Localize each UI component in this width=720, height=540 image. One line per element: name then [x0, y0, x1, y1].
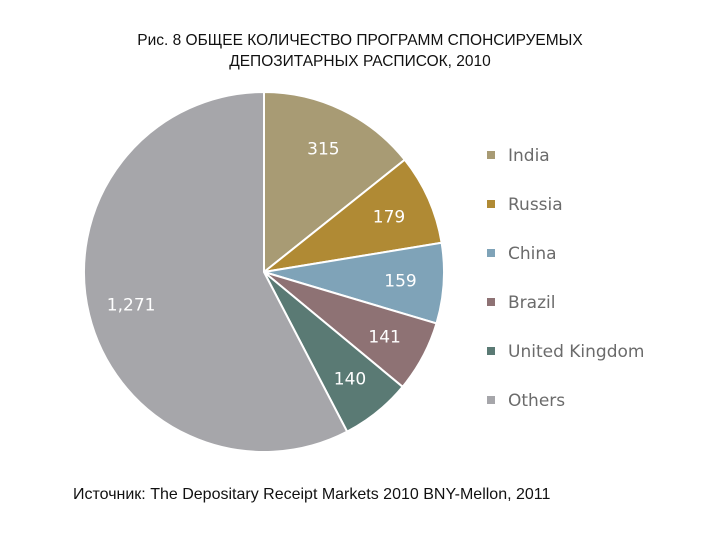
slice-value-label: 159	[384, 272, 416, 292]
legend-label: Brazil	[508, 293, 555, 313]
pie-slices	[83, 90, 445, 453]
slice-value-label: 315	[307, 140, 339, 160]
legend-swatch	[487, 151, 495, 159]
legend-swatch	[487, 200, 495, 208]
chart-title: Рис. 8 ОБЩЕЕ КОЛИЧЕСТВО ПРОГРАММ СПОНСИР…	[0, 30, 720, 72]
slice-value-label: 141	[368, 327, 400, 347]
pie-slice-labels: 315 179 159 141 140 1,271	[107, 140, 417, 390]
legend-label: United Kingdom	[508, 342, 644, 362]
pie-slice-russia	[260, 158, 443, 274]
slice-value-label: 1,271	[107, 296, 156, 316]
pie-slice-india	[263, 90, 407, 275]
chart-title-line-1: Рис. 8 ОБЩЕЕ КОЛИЧЕСТВО ПРОГРАММ СПОНСИР…	[137, 32, 583, 49]
pie-slice-others	[83, 90, 349, 453]
legend-swatch	[487, 298, 495, 306]
legend-swatch	[487, 249, 495, 257]
legend-label: Russia	[508, 195, 563, 215]
legend: India Russia China Brazil United Kingdom Othe…	[487, 146, 644, 411]
slice-value-label: 140	[334, 369, 366, 389]
legend-label: China	[508, 244, 557, 264]
slice-value-label: 179	[373, 207, 405, 227]
legend-label: Others	[508, 391, 565, 411]
chart-title-line-2: ДЕПОЗИТАРНЫХ РАСПИСОК, 2010	[229, 53, 491, 70]
legend-label: India	[508, 146, 550, 166]
legend-swatch	[487, 347, 495, 355]
source-note: Источник: The Depositary Receipt Markets…	[73, 486, 551, 503]
legend-swatch	[487, 396, 495, 404]
